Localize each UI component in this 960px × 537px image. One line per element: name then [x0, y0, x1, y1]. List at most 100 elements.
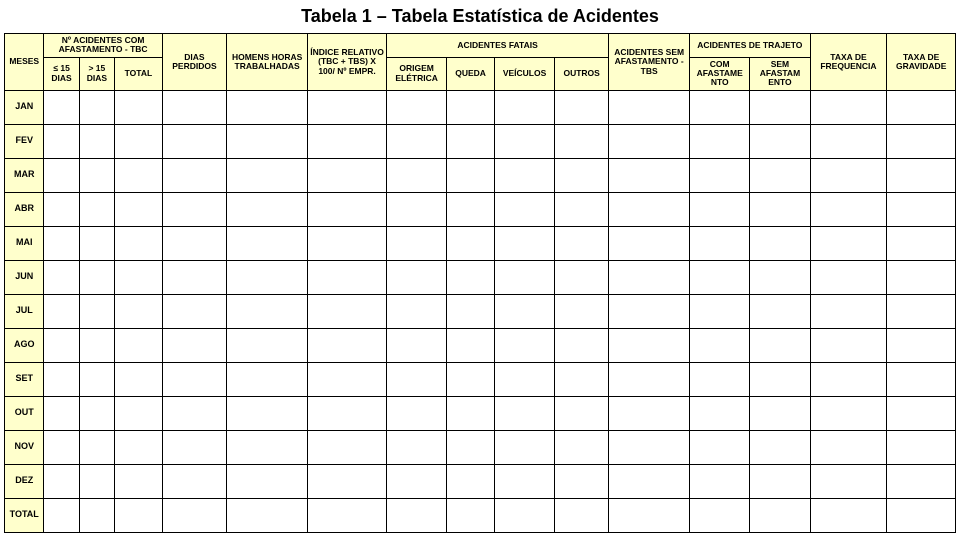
- table-row: JUL: [5, 294, 956, 328]
- cell: [690, 396, 750, 430]
- row-label: JUL: [5, 294, 44, 328]
- cell: [555, 226, 609, 260]
- cell: [494, 430, 554, 464]
- cell: [494, 158, 554, 192]
- cell: [115, 464, 163, 498]
- cell: [115, 328, 163, 362]
- cell: [494, 464, 554, 498]
- cell: [555, 260, 609, 294]
- cell: [227, 260, 308, 294]
- cell: [308, 90, 387, 124]
- cell: [690, 260, 750, 294]
- cell: [690, 192, 750, 226]
- cell: [162, 328, 226, 362]
- hdr-origem: ORIGEM ELÉTRICA: [387, 57, 447, 90]
- cell: [447, 362, 495, 396]
- hdr-total: TOTAL: [115, 57, 163, 90]
- cell: [447, 328, 495, 362]
- table-row: TOTAL: [5, 498, 956, 532]
- cell: [308, 328, 387, 362]
- cell: [115, 430, 163, 464]
- cell: [44, 294, 79, 328]
- cell: [609, 498, 690, 532]
- cell: [387, 124, 447, 158]
- cell: [387, 464, 447, 498]
- cell: [387, 158, 447, 192]
- cell: [555, 294, 609, 328]
- cell: [162, 396, 226, 430]
- cell: [162, 430, 226, 464]
- cell: [810, 464, 887, 498]
- hdr-afast-group: Nº ACIDENTES COM AFASTAMENTO - TBC: [44, 34, 162, 58]
- cell: [308, 498, 387, 532]
- cell: [308, 158, 387, 192]
- cell: [494, 362, 554, 396]
- cell: [447, 124, 495, 158]
- cell: [44, 192, 79, 226]
- cell: [308, 362, 387, 396]
- hdr-trajeto-group: ACIDENTES DE TRAJETO: [690, 34, 810, 58]
- table-row: JAN: [5, 90, 956, 124]
- cell: [44, 90, 79, 124]
- cell: [162, 464, 226, 498]
- table-row: JUN: [5, 260, 956, 294]
- cell: [115, 396, 163, 430]
- cell: [555, 430, 609, 464]
- cell: [44, 362, 79, 396]
- cell: [494, 396, 554, 430]
- cell: [555, 498, 609, 532]
- table-row: NOV: [5, 430, 956, 464]
- cell: [79, 192, 114, 226]
- cell: [750, 192, 810, 226]
- cell: [750, 498, 810, 532]
- cell: [115, 362, 163, 396]
- cell: [44, 464, 79, 498]
- cell: [162, 498, 226, 532]
- cell: [447, 226, 495, 260]
- cell: [690, 158, 750, 192]
- cell: [810, 124, 887, 158]
- cell: [44, 498, 79, 532]
- table-row: DEZ: [5, 464, 956, 498]
- cell: [887, 260, 956, 294]
- cell: [690, 464, 750, 498]
- cell: [750, 362, 810, 396]
- row-label: NOV: [5, 430, 44, 464]
- cell: [227, 362, 308, 396]
- cell: [44, 328, 79, 362]
- hdr-meses: MESES: [5, 34, 44, 91]
- cell: [308, 192, 387, 226]
- hdr-com-afast-traj: COM AFASTAME NTO: [690, 57, 750, 90]
- cell: [387, 396, 447, 430]
- cell: [308, 464, 387, 498]
- cell: [227, 328, 308, 362]
- cell: [162, 90, 226, 124]
- cell: [79, 294, 114, 328]
- cell: [555, 362, 609, 396]
- cell: [750, 158, 810, 192]
- cell: [555, 124, 609, 158]
- row-label: ABR: [5, 192, 44, 226]
- cell: [555, 396, 609, 430]
- hdr-indice: ÍNDICE RELATIVO (TBC + TBS) X 100/ Nº EM…: [308, 34, 387, 91]
- cell: [887, 192, 956, 226]
- cell: [387, 328, 447, 362]
- cell: [387, 362, 447, 396]
- cell: [227, 90, 308, 124]
- hdr-gt15: > 15 DIAS: [79, 57, 114, 90]
- cell: [609, 226, 690, 260]
- cell: [115, 498, 163, 532]
- hdr-fatais-group: ACIDENTES FATAIS: [387, 34, 609, 58]
- cell: [609, 124, 690, 158]
- cell: [810, 294, 887, 328]
- cell: [115, 260, 163, 294]
- cell: [750, 260, 810, 294]
- cell: [887, 396, 956, 430]
- cell: [690, 90, 750, 124]
- hdr-queda: QUEDA: [447, 57, 495, 90]
- cell: [494, 498, 554, 532]
- cell: [887, 124, 956, 158]
- cell: [387, 226, 447, 260]
- table-row: ABR: [5, 192, 956, 226]
- row-label: SET: [5, 362, 44, 396]
